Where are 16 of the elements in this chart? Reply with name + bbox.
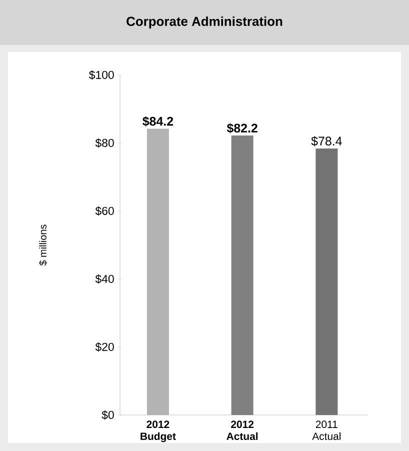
y-tick-label: $100 (88, 70, 114, 80)
y-tick-label: $40 (95, 274, 114, 284)
data-label: $78.4 (311, 136, 342, 146)
x-tick-label: 2012 Budget (140, 420, 176, 442)
data-label: $84.2 (142, 116, 174, 127)
y-tick-label: $0 (102, 410, 114, 420)
bar (231, 136, 254, 415)
y-tick-label: $80 (95, 138, 114, 148)
bar (316, 148, 338, 415)
chart-title: Corporate Administration (126, 16, 282, 29)
x-tick-label: 2012 Actual (226, 420, 258, 440)
y-tick-label: $20 (95, 342, 114, 352)
x-tick-label: 2011 Actual (312, 420, 341, 440)
y-axis-title: $ millions (38, 224, 48, 266)
data-label: $82.2 (226, 123, 258, 134)
y-tick-label: $60 (95, 206, 114, 216)
